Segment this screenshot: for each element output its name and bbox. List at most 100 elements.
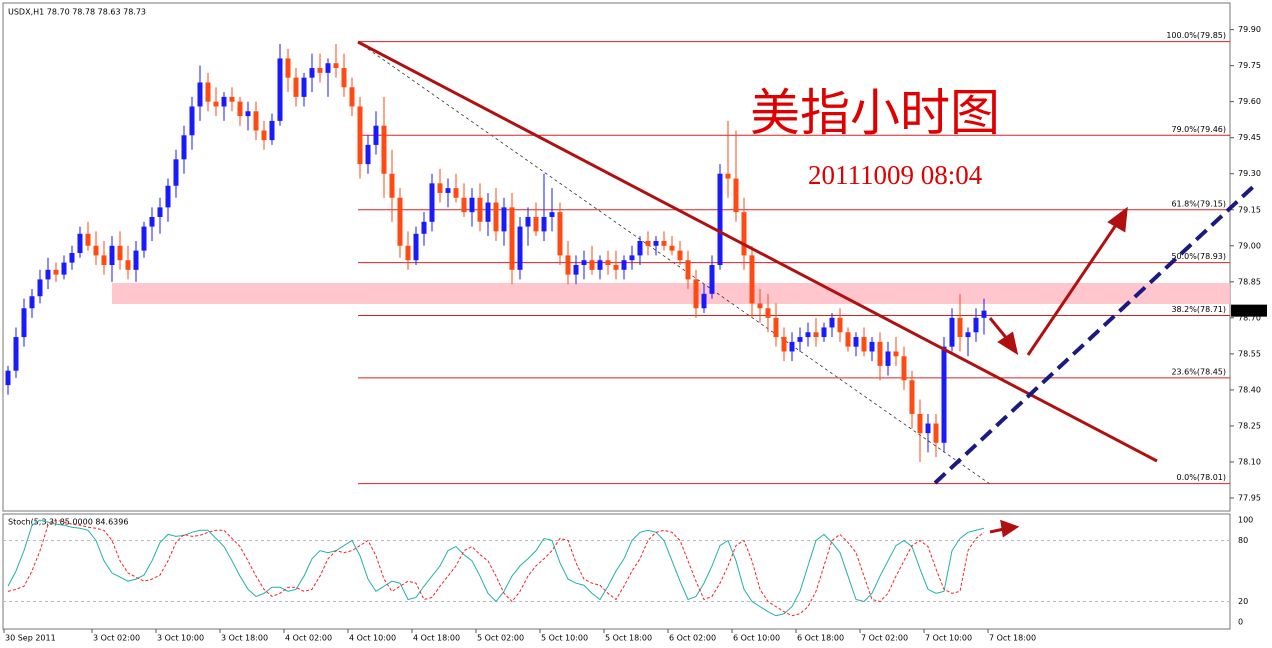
candle-body	[109, 245, 115, 266]
candle-body	[85, 233, 91, 246]
candle-body	[965, 332, 971, 338]
candle-body	[301, 77, 307, 97]
y-tick-label: 79.90	[1238, 25, 1261, 34]
y-tick-label: 78.40	[1238, 385, 1261, 394]
candle-body	[693, 279, 699, 309]
y-tick-label: 79.30	[1238, 169, 1261, 178]
candle-body	[725, 173, 731, 179]
candle-body	[373, 125, 379, 145]
candle-body	[269, 120, 275, 141]
candle-body	[197, 82, 203, 107]
y-tick-label: 78.25	[1238, 421, 1261, 430]
candle-body	[677, 250, 683, 261]
y-tick-label: 77.95	[1238, 493, 1261, 502]
candle-body	[661, 240, 667, 246]
y-tick-label: 78.10	[1238, 457, 1261, 466]
candle-body	[565, 255, 571, 275]
candle-body	[749, 255, 755, 304]
candle-body	[805, 332, 811, 338]
candle-body	[573, 265, 579, 275]
candle-body	[397, 197, 403, 246]
candle-body	[125, 260, 131, 270]
candle-body	[525, 216, 531, 227]
candle-body	[685, 260, 691, 280]
candle-body	[613, 265, 619, 270]
candle-body	[541, 216, 547, 232]
arrow-head	[997, 331, 1019, 356]
candle-body	[885, 351, 891, 366]
candle-body	[941, 346, 947, 443]
candle-body	[421, 221, 427, 234]
candle-body	[605, 260, 611, 266]
x-tick-label: 4 Oct 02:00	[285, 634, 332, 643]
candle-body	[77, 233, 83, 253]
x-tick-label: 7 Oct 10:00	[925, 634, 972, 643]
candle-body	[901, 356, 907, 381]
candle-body	[789, 341, 795, 352]
last-price-box	[1231, 304, 1267, 317]
x-tick-label: 3 Oct 02:00	[93, 634, 140, 643]
candle-body	[61, 262, 67, 275]
x-tick-label: 5 Oct 10:00	[541, 634, 588, 643]
candle-body	[245, 111, 251, 117]
candle-body	[157, 207, 163, 217]
candle-body	[437, 183, 443, 193]
candle-body	[757, 303, 763, 309]
candle-body	[93, 245, 99, 256]
y-tick-label: 78.70	[1238, 313, 1261, 322]
last-price-label: 78.73	[1238, 306, 1261, 315]
candle-body	[277, 58, 283, 121]
candle-body	[381, 125, 387, 174]
candle-body	[389, 173, 395, 198]
fib-label: 38.2%(78.71)	[1171, 305, 1226, 314]
candle-body	[493, 202, 499, 232]
main-panel	[2, 2, 1231, 512]
x-tick-label: 6 Oct 10:00	[733, 634, 780, 643]
candle-body	[597, 260, 603, 270]
arrow	[988, 317, 1010, 341]
candle-body	[309, 68, 315, 78]
osc-tick-label: 80	[1238, 536, 1248, 545]
candle-body	[317, 68, 323, 73]
candle-body	[949, 317, 955, 347]
candle-body	[973, 317, 979, 333]
candle-body	[653, 240, 659, 246]
support-trend-line	[933, 183, 1257, 485]
candle-body	[285, 58, 291, 78]
fib-label: 50.0%(78.93)	[1171, 252, 1226, 261]
y-tick-label: 79.00	[1238, 241, 1261, 250]
candle-body	[797, 337, 803, 342]
candle-body	[133, 250, 139, 270]
candle-body	[629, 255, 635, 261]
x-tick-label: 6 Oct 18:00	[797, 634, 844, 643]
candle-body	[53, 269, 59, 275]
candle-body	[237, 101, 243, 117]
candle-body	[533, 216, 539, 232]
candle-body	[37, 279, 43, 297]
y-tick-label: 78.85	[1238, 277, 1261, 286]
x-tick-label: 6 Oct 02:00	[669, 634, 716, 643]
x-tick-label: 4 Oct 10:00	[349, 634, 396, 643]
oscillator-title: Stoch(5,3,3) 85.0000 84.6396	[8, 518, 128, 527]
x-tick-label: 30 Sep 2011	[5, 634, 56, 643]
candle-body	[45, 269, 51, 280]
candle-body	[813, 332, 819, 338]
candle-body	[13, 337, 19, 371]
candle-body	[117, 245, 123, 261]
candle-body	[637, 240, 643, 256]
candle-body	[621, 260, 627, 270]
candle-body	[221, 96, 227, 107]
candle-body	[917, 413, 923, 434]
candle-body	[21, 308, 27, 338]
candle-body	[845, 332, 851, 347]
candle-body	[981, 310, 987, 318]
candle-body	[645, 240, 651, 246]
candle-body	[461, 197, 467, 213]
candle-body	[925, 423, 931, 434]
candle-body	[205, 82, 211, 102]
candle-body	[829, 317, 835, 328]
trend-line	[357, 40, 1158, 463]
support-zone	[112, 283, 1230, 304]
candle-body	[861, 337, 867, 352]
candle-body	[485, 202, 491, 222]
